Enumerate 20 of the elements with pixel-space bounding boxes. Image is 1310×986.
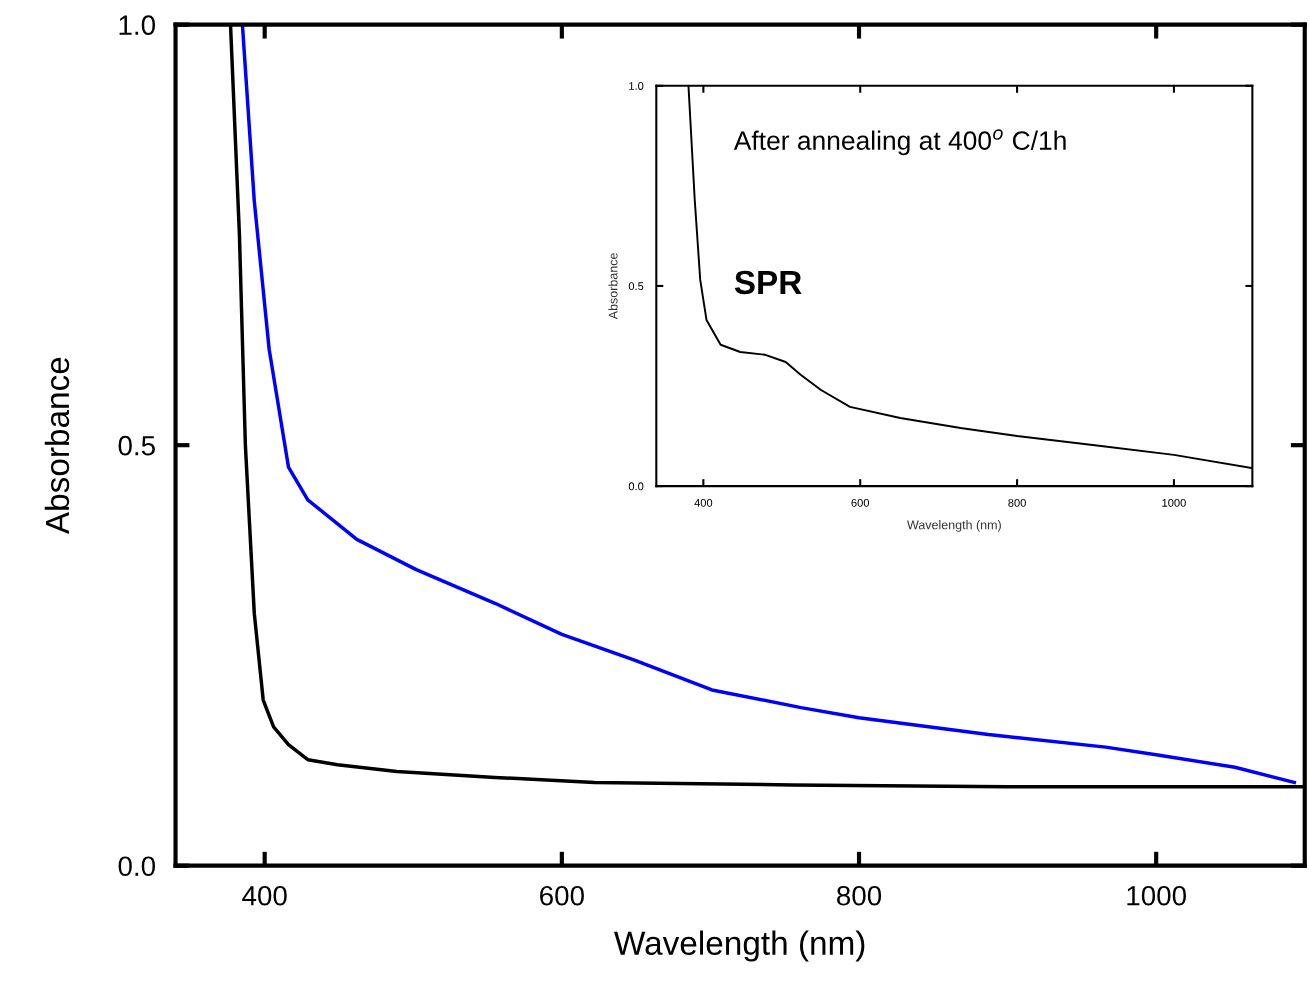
x-tick-label: 1000 [1127,885,1186,906]
y-tick-label: 0.5 [118,435,155,456]
y-axis-title: Absorbance [608,253,618,320]
x-tick-label: 400 [694,498,713,507]
x-axis-title: Wavelength (nm) [907,520,1001,532]
x-tick-label: 400 [242,885,287,906]
y-axis-title: Absorbance [44,357,70,535]
x-tick-label: 600 [540,885,584,906]
annotation: After annealing at 400$^{o}$ C/1h [733,129,1066,156]
y-tick-label: 0.0 [628,482,644,491]
x-axis-title: Wavelength (nm) [614,930,865,962]
y-tick-label: 0.5 [628,282,644,291]
y-tick-label: 0.0 [118,856,156,877]
x-tick-label: 800 [1008,498,1026,507]
x-tick-label: 800 [837,885,882,906]
y-tick-label: 1.0 [629,82,644,90]
x-tick-label: 1000 [1162,498,1186,507]
y-tick-label: 1.0 [119,15,156,35]
annotation: SPR [734,270,802,295]
x-tick-label: 600 [851,498,870,507]
